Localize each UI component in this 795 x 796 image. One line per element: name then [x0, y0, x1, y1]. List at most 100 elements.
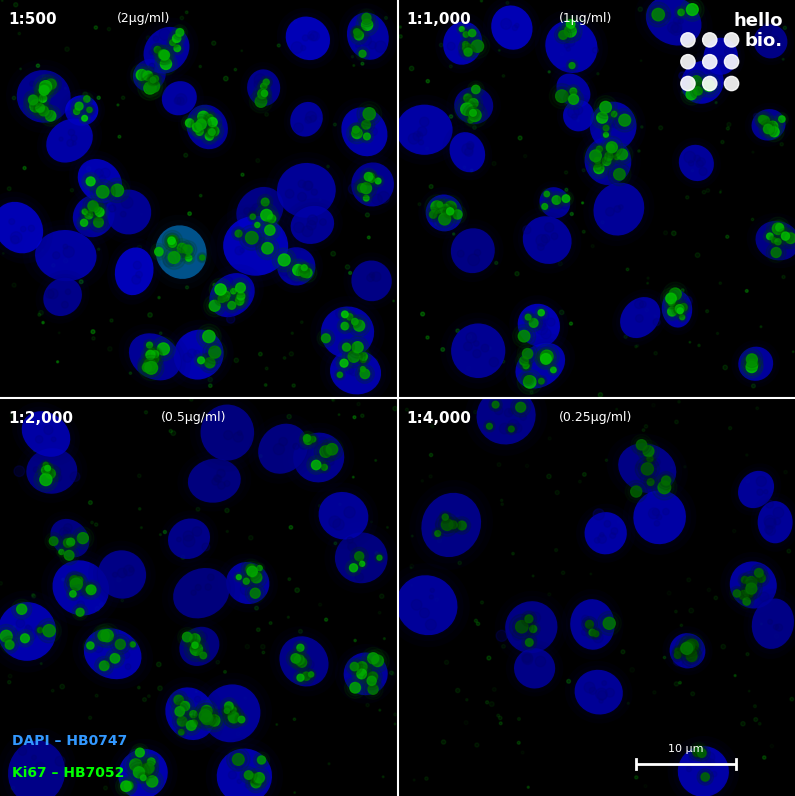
Ellipse shape: [517, 302, 561, 348]
Circle shape: [203, 709, 226, 732]
Circle shape: [72, 527, 94, 549]
Ellipse shape: [247, 69, 280, 106]
Ellipse shape: [347, 13, 389, 60]
Circle shape: [95, 207, 102, 214]
Circle shape: [324, 441, 340, 458]
Circle shape: [349, 339, 366, 356]
Circle shape: [251, 775, 261, 785]
Circle shape: [442, 514, 448, 520]
Circle shape: [654, 521, 660, 526]
Ellipse shape: [176, 622, 223, 670]
Circle shape: [572, 114, 577, 119]
Circle shape: [436, 201, 444, 209]
Circle shape: [445, 207, 456, 217]
Circle shape: [456, 515, 460, 518]
Circle shape: [697, 769, 713, 785]
Circle shape: [614, 169, 625, 180]
Circle shape: [763, 124, 773, 134]
Circle shape: [75, 576, 84, 585]
Circle shape: [96, 185, 109, 198]
Circle shape: [184, 245, 192, 254]
Circle shape: [447, 209, 454, 216]
Circle shape: [99, 175, 106, 181]
Circle shape: [40, 464, 52, 477]
Ellipse shape: [266, 152, 347, 228]
Circle shape: [363, 672, 381, 690]
Circle shape: [678, 400, 681, 403]
Circle shape: [409, 66, 414, 71]
Circle shape: [150, 244, 167, 260]
Circle shape: [40, 622, 58, 640]
Circle shape: [355, 178, 377, 199]
Circle shape: [756, 476, 766, 486]
Circle shape: [366, 669, 380, 684]
Circle shape: [99, 661, 109, 670]
Circle shape: [458, 25, 465, 33]
Circle shape: [499, 722, 502, 724]
Circle shape: [686, 4, 698, 15]
Circle shape: [366, 213, 370, 217]
Circle shape: [537, 347, 556, 366]
Circle shape: [688, 755, 694, 761]
Ellipse shape: [339, 648, 392, 700]
Circle shape: [439, 213, 451, 225]
Ellipse shape: [36, 270, 90, 324]
Circle shape: [80, 588, 87, 596]
Circle shape: [309, 458, 324, 472]
Circle shape: [145, 756, 157, 767]
Circle shape: [747, 354, 758, 365]
Circle shape: [760, 118, 765, 123]
Circle shape: [644, 453, 656, 465]
Circle shape: [142, 363, 152, 372]
Circle shape: [647, 478, 654, 486]
Circle shape: [283, 357, 286, 359]
Circle shape: [134, 767, 140, 774]
Circle shape: [148, 347, 162, 361]
Circle shape: [32, 95, 43, 105]
Circle shape: [601, 220, 604, 224]
Circle shape: [649, 508, 660, 519]
Ellipse shape: [513, 207, 581, 274]
Circle shape: [41, 249, 44, 252]
Circle shape: [568, 86, 578, 96]
Circle shape: [425, 619, 436, 630]
Circle shape: [43, 466, 58, 481]
Ellipse shape: [487, 1, 537, 54]
Circle shape: [663, 657, 665, 659]
Circle shape: [559, 31, 568, 39]
Circle shape: [457, 521, 467, 530]
Circle shape: [541, 355, 546, 361]
Circle shape: [39, 310, 44, 315]
Circle shape: [181, 115, 198, 131]
Circle shape: [203, 330, 215, 342]
Circle shape: [291, 332, 293, 334]
Circle shape: [42, 89, 48, 96]
Circle shape: [98, 626, 116, 645]
Ellipse shape: [476, 388, 536, 444]
Circle shape: [82, 580, 101, 599]
Circle shape: [259, 455, 262, 458]
Circle shape: [204, 130, 215, 142]
Circle shape: [594, 109, 611, 126]
Circle shape: [107, 27, 111, 31]
Circle shape: [460, 29, 471, 40]
Circle shape: [475, 103, 484, 112]
Circle shape: [779, 230, 792, 242]
Text: DAPI – HB0747: DAPI – HB0747: [12, 734, 127, 748]
Ellipse shape: [134, 18, 199, 83]
Circle shape: [681, 84, 702, 105]
Circle shape: [170, 32, 183, 45]
Ellipse shape: [258, 423, 308, 474]
Circle shape: [157, 46, 167, 57]
Circle shape: [766, 243, 786, 263]
Circle shape: [135, 758, 158, 781]
Circle shape: [105, 178, 130, 203]
Circle shape: [94, 217, 103, 227]
Circle shape: [603, 131, 610, 139]
Ellipse shape: [16, 439, 87, 503]
Circle shape: [688, 650, 696, 657]
Circle shape: [190, 398, 193, 401]
Circle shape: [63, 530, 68, 535]
Circle shape: [160, 332, 162, 334]
Circle shape: [368, 685, 378, 694]
